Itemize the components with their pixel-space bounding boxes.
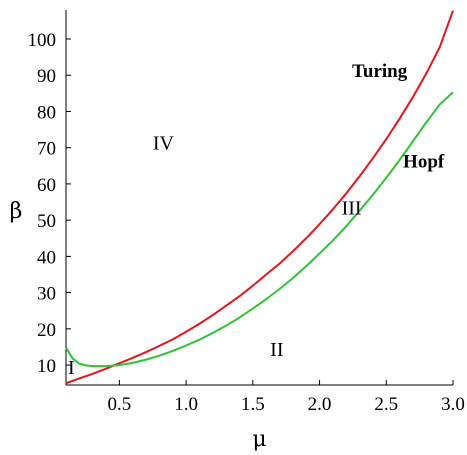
y-tick-label: 40 — [37, 247, 56, 268]
curve-label-turing: Turing — [352, 61, 408, 82]
x-tick-label: 2.0 — [308, 394, 332, 415]
y-tick-label: 20 — [37, 320, 56, 341]
y-axis-title: β — [10, 199, 23, 224]
x-tick-label: 1.5 — [241, 394, 265, 415]
region-label-ii: II — [270, 339, 283, 361]
series-line-turing — [65, 10, 454, 385]
y-tick-label: 60 — [37, 175, 56, 196]
curves — [65, 10, 454, 385]
x-tick-label: 0.5 — [108, 394, 132, 415]
y-tick-label: 50 — [37, 211, 56, 232]
x-tick-label: 2.5 — [374, 394, 398, 415]
ticks: 0.5 1.0 1.5 2.0 2.5 3.0 10 20 30 40 50 60 70 80 90 100 — [28, 30, 465, 415]
y-tick-label: 30 — [37, 284, 56, 305]
y-tick-label: 90 — [37, 66, 56, 87]
axes — [65, 10, 453, 386]
x-tick-label: 1.0 — [174, 394, 198, 415]
x-axis-title: μ — [252, 427, 266, 452]
y-tick-label: 100 — [28, 30, 57, 51]
y-tick-label: 80 — [37, 102, 56, 123]
y-tick-label: 10 — [37, 356, 56, 377]
region-label-i: I — [68, 357, 75, 379]
y-tick-label: 70 — [37, 139, 56, 160]
x-tick-label: 3.0 — [441, 394, 465, 415]
region-label-iv: IV — [153, 132, 175, 154]
region-label-iii: III — [342, 198, 362, 220]
curve-label-hopf: Hopf — [403, 152, 445, 173]
series-line-hopf — [65, 91, 454, 368]
